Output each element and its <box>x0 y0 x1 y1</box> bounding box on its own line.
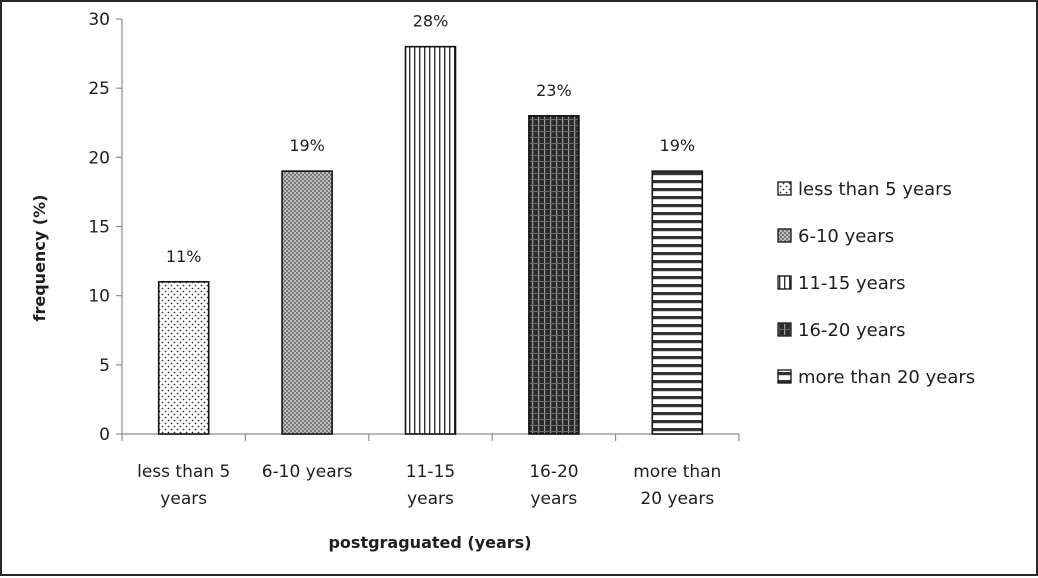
legend-swatch <box>777 322 792 337</box>
y-tick-label: 5 <box>99 356 110 376</box>
plot-area: 0 5 10 15 20 25 30 11% less than 5 years 19% 6-10 y… <box>30 10 975 552</box>
y-tick-label: 15 <box>88 218 110 238</box>
y-tick-label: 10 <box>88 287 110 307</box>
bar-5 <box>651 170 704 435</box>
x-category-label: less than 5 <box>137 462 230 482</box>
data-label: 28% <box>413 12 449 31</box>
x-axis-title: postgraguated (years) <box>328 533 531 552</box>
y-tick-label: 0 <box>99 425 110 445</box>
data-label: 11% <box>166 247 202 266</box>
x-category-label: 16-20 <box>529 462 578 482</box>
x-category-label: years <box>531 489 578 509</box>
legend-item: 6-10 years <box>798 226 894 247</box>
x-category-label: more than <box>633 462 721 482</box>
x-category-label: years <box>160 489 207 509</box>
bar-2 <box>281 170 333 435</box>
legend-item: 11-15 years <box>798 273 906 294</box>
legend-swatch <box>777 181 792 196</box>
bar-3 <box>404 45 457 435</box>
y-tick-label: 25 <box>88 79 110 99</box>
x-category-label: years <box>407 489 454 509</box>
data-label: 19% <box>289 136 325 155</box>
bar-1 <box>157 281 210 435</box>
legend-swatch <box>777 228 792 243</box>
legend-item: 16-20 years <box>798 320 906 341</box>
y-axis-title: frequency (%) <box>30 195 49 322</box>
y-tick-label: 20 <box>88 148 110 168</box>
x-category-label: 6-10 years <box>262 462 353 482</box>
data-label: 19% <box>660 136 696 155</box>
legend-swatch <box>777 275 792 290</box>
x-category-label: 11-15 <box>406 462 455 482</box>
legend-item: more than 20 years <box>798 367 975 388</box>
bar-4 <box>528 115 580 435</box>
legend-swatch <box>777 369 792 384</box>
y-tick-label: 30 <box>88 10 110 30</box>
legend-item: less than 5 years <box>798 179 952 200</box>
x-category-label: 20 years <box>640 489 714 509</box>
data-label: 23% <box>536 81 572 100</box>
